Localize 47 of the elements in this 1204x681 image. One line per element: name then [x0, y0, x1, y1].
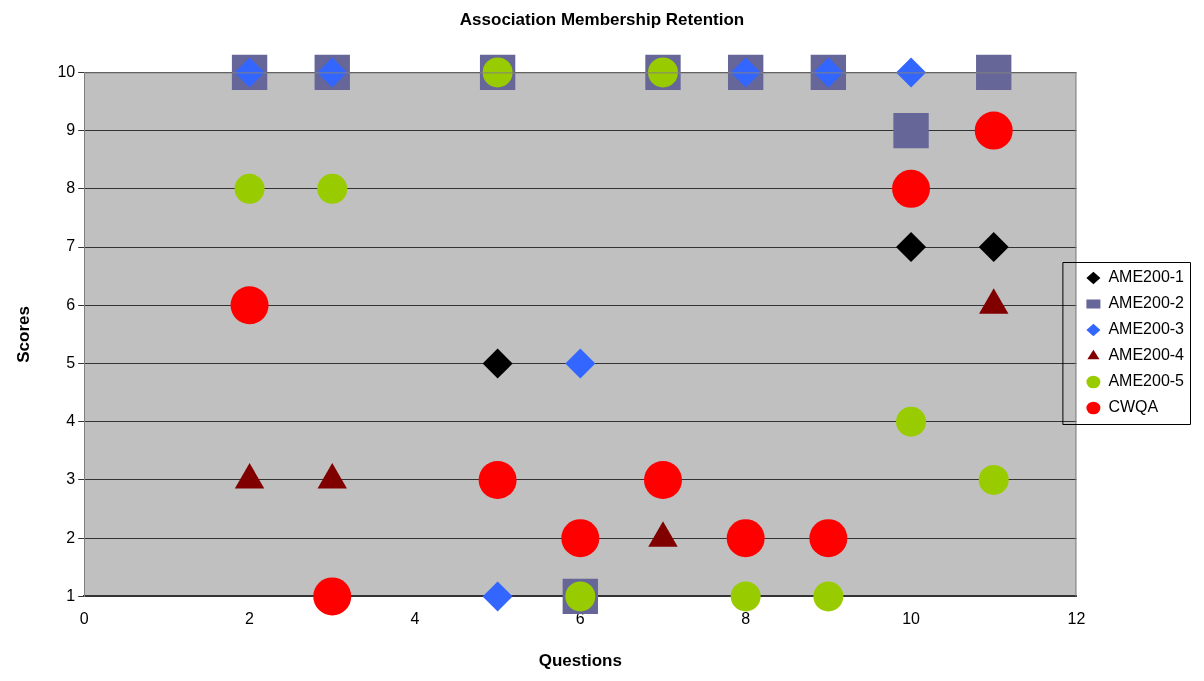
y-tick-label: 2 [66, 528, 76, 546]
point [478, 460, 517, 499]
point [317, 173, 348, 204]
y-tick-label: 8 [66, 179, 76, 197]
y-tick-label: 4 [66, 412, 76, 430]
x-tick-label: 4 [410, 610, 420, 628]
point [726, 519, 765, 558]
x-axis-title: Questions [538, 651, 622, 671]
point [565, 348, 596, 379]
point [809, 519, 848, 558]
y-tick-label: 6 [66, 295, 76, 313]
point [482, 348, 513, 379]
x-tick-label: 10 [902, 610, 921, 628]
y-tick-label: 3 [66, 470, 76, 488]
point [234, 173, 265, 204]
point [974, 111, 1013, 150]
x-tick-label: 2 [245, 610, 255, 628]
y-tick-label: 9 [66, 121, 76, 139]
legend-label: AME200-2 [1108, 294, 1185, 312]
point [561, 519, 600, 558]
legend-label: AME200-5 [1108, 372, 1185, 390]
legend-label: AME200-1 [1108, 268, 1185, 286]
point [730, 581, 761, 612]
legend-label: AME200-3 [1108, 320, 1185, 338]
point [813, 581, 844, 612]
y-tick-label: 7 [66, 237, 76, 255]
chart-title: Association Membership Retention [459, 9, 745, 29]
point [978, 232, 1009, 263]
point [892, 169, 931, 208]
y-tick-label: 5 [66, 353, 76, 371]
y-tick-label: 1 [66, 586, 76, 604]
x-tick-label: 12 [1067, 610, 1086, 628]
x-tick-label: 0 [79, 610, 89, 628]
point [230, 286, 269, 325]
point [978, 464, 1009, 495]
legend-label: CWQA [1108, 398, 1159, 416]
point [896, 406, 927, 437]
point [893, 112, 929, 149]
x-tick-label: 8 [741, 610, 751, 628]
point [482, 581, 513, 612]
y-axis-title: Scores [13, 306, 33, 363]
point [896, 232, 927, 263]
y-tick-label: 10 [57, 62, 76, 80]
legend-label: AME200-4 [1108, 346, 1185, 364]
point [313, 577, 352, 616]
point [976, 54, 1012, 91]
point [643, 460, 682, 499]
